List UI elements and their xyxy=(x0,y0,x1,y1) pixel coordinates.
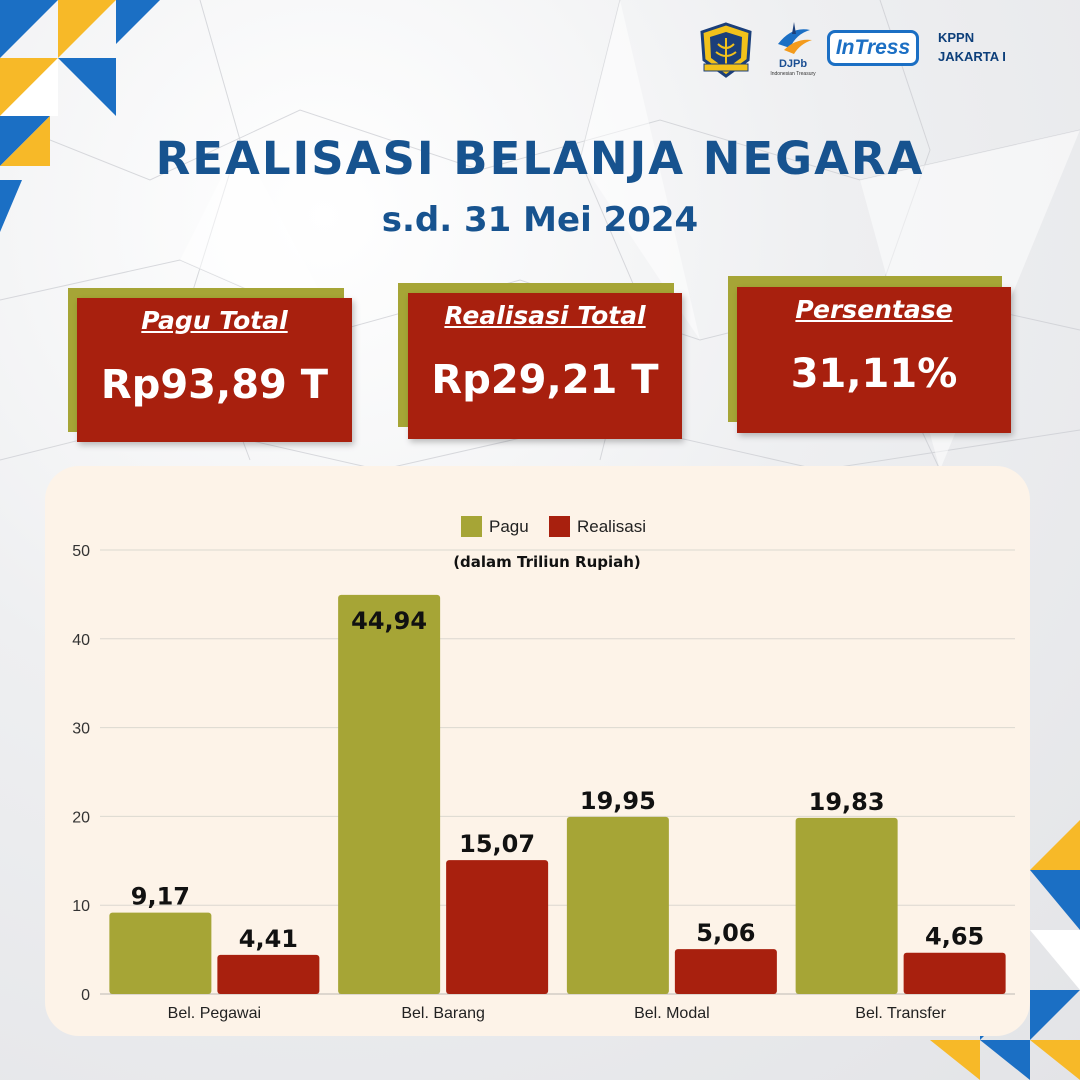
card-value: 31,11% xyxy=(790,351,958,397)
data-label: 5,06 xyxy=(696,919,755,947)
card-body: Persentase 31,11% xyxy=(737,287,1011,433)
kppn-line-2: JAKARTA I xyxy=(938,49,1006,64)
data-label: 4,65 xyxy=(925,923,984,951)
data-label: 4,41 xyxy=(239,925,298,953)
y-tick-label: 20 xyxy=(72,809,90,826)
card-body: Realisasi Total Rp29,21 T xyxy=(408,293,682,439)
kppn-line-1: KPPN xyxy=(938,30,975,45)
data-label: 9,17 xyxy=(131,883,190,911)
y-tick-label: 50 xyxy=(72,543,90,560)
djpb-logo-icon: DJPb Indonesian Treasury xyxy=(770,20,816,80)
unit-label: (dalam Triliun Rupiah) xyxy=(453,553,641,571)
card-value: Rp93,89 T xyxy=(100,362,329,408)
djpb-text: DJPb xyxy=(778,58,808,70)
legend-swatch-realisasi xyxy=(549,516,570,537)
geometric-decoration-top-left xyxy=(0,0,160,232)
header-logos: DJPb Indonesian Treasury InTress KPPN JA… xyxy=(690,18,1040,82)
y-tick-label: 0 xyxy=(81,987,90,1004)
x-category-label: Bel. Pegawai xyxy=(168,1005,261,1022)
intress-logo: InTress xyxy=(827,30,919,66)
data-label: 44,94 xyxy=(351,607,427,635)
card-body: Pagu Total Rp93,89 T xyxy=(77,298,352,442)
bar-pagu xyxy=(109,912,212,994)
card-realisasi-total: Realisasi Total Rp29,21 T xyxy=(398,283,688,441)
kppn-label: KPPN JAKARTA I xyxy=(938,28,1006,66)
card-label: Persentase xyxy=(795,295,953,324)
bar-realisasi xyxy=(674,949,777,994)
y-tick-label: 40 xyxy=(72,632,90,649)
page-title: REALISASI BELANJA NEGARA xyxy=(155,132,925,185)
djpb-subtext: Indonesian Treasury xyxy=(770,71,816,77)
legend-swatch-pagu xyxy=(461,516,482,537)
legend-label-pagu: Pagu xyxy=(489,517,529,536)
y-tick-label: 10 xyxy=(72,898,90,915)
card-label: Realisasi Total xyxy=(444,301,646,330)
x-category-label: Bel. Transfer xyxy=(855,1005,946,1022)
page-subtitle: s.d. 31 Mei 2024 xyxy=(381,200,699,240)
y-tick-label: 30 xyxy=(72,721,90,738)
bar-pagu xyxy=(566,816,669,994)
data-label: 19,83 xyxy=(809,788,885,816)
intress-text: InTress xyxy=(835,36,911,59)
bar-realisasi xyxy=(903,952,1006,994)
bar-pagu xyxy=(795,817,898,994)
djpb-swoosh-icon xyxy=(778,22,812,54)
x-category-label: Bel. Barang xyxy=(401,1005,485,1022)
card-persentase: Persentase 31,11% xyxy=(728,276,1018,436)
data-label: 19,95 xyxy=(580,787,656,815)
card-pagu-total: Pagu Total Rp93,89 T xyxy=(68,288,358,446)
data-label: 15,07 xyxy=(459,830,535,858)
bar-pagu xyxy=(338,594,441,994)
legend-label-realisasi: Realisasi xyxy=(577,517,646,536)
card-value: Rp29,21 T xyxy=(431,357,659,403)
bar-realisasi xyxy=(217,954,320,994)
x-category-label: Bel. Modal xyxy=(634,1005,710,1022)
kemenkeu-emblem-icon xyxy=(700,22,752,78)
card-label: Pagu Total xyxy=(141,306,288,335)
bar-realisasi xyxy=(446,860,549,994)
